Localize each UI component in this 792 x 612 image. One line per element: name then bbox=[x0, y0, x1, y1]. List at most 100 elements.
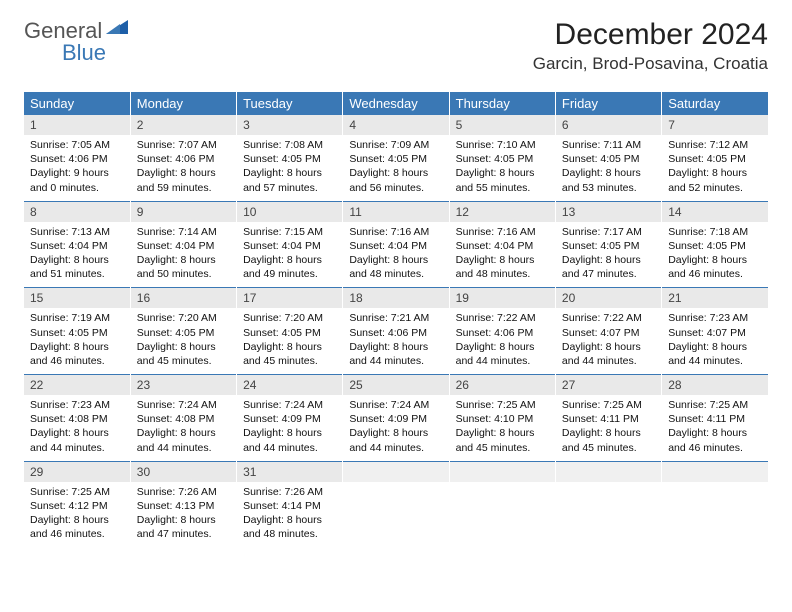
daylight-1: Daylight: 8 hours bbox=[562, 166, 655, 180]
day-details bbox=[343, 482, 449, 548]
sunrise: Sunrise: 7:17 AM bbox=[562, 225, 655, 239]
sunrise: Sunrise: 7:10 AM bbox=[456, 138, 549, 152]
sunset: Sunset: 4:08 PM bbox=[137, 412, 230, 426]
daylight-2: and 51 minutes. bbox=[30, 267, 124, 281]
sunset: Sunset: 4:05 PM bbox=[562, 239, 655, 253]
sunrise: Sunrise: 7:08 AM bbox=[243, 138, 336, 152]
daylight-1: Daylight: 8 hours bbox=[137, 340, 230, 354]
sunset: Sunset: 4:04 PM bbox=[243, 239, 336, 253]
daylight-2: and 48 minutes. bbox=[243, 527, 336, 541]
daylight-1: Daylight: 8 hours bbox=[137, 253, 230, 267]
daylight-2: and 59 minutes. bbox=[137, 181, 230, 195]
daylight-1: Daylight: 8 hours bbox=[562, 253, 655, 267]
day-details: Sunrise: 7:25 AMSunset: 4:11 PMDaylight:… bbox=[555, 395, 661, 461]
sunrise: Sunrise: 7:23 AM bbox=[668, 311, 762, 325]
sunset: Sunset: 4:05 PM bbox=[30, 326, 124, 340]
day-number: 20 bbox=[555, 288, 661, 309]
dow-header: Friday bbox=[555, 92, 661, 115]
sunset: Sunset: 4:05 PM bbox=[668, 239, 762, 253]
day-details: Sunrise: 7:24 AMSunset: 4:09 PMDaylight:… bbox=[237, 395, 343, 461]
sunset: Sunset: 4:04 PM bbox=[30, 239, 124, 253]
day-number: 10 bbox=[237, 201, 343, 222]
sunset: Sunset: 4:04 PM bbox=[456, 239, 549, 253]
day-number: 24 bbox=[237, 375, 343, 396]
day-number: 31 bbox=[237, 461, 343, 482]
dow-row: SundayMondayTuesdayWednesdayThursdayFrid… bbox=[24, 92, 768, 115]
daylight-2: and 46 minutes. bbox=[668, 441, 762, 455]
day-details: Sunrise: 7:16 AMSunset: 4:04 PMDaylight:… bbox=[343, 222, 449, 288]
detail-row: Sunrise: 7:23 AMSunset: 4:08 PMDaylight:… bbox=[24, 395, 768, 461]
day-number: 22 bbox=[24, 375, 130, 396]
sunset: Sunset: 4:04 PM bbox=[349, 239, 442, 253]
day-number: 29 bbox=[24, 461, 130, 482]
daylight-2: and 55 minutes. bbox=[456, 181, 549, 195]
daylight-1: Daylight: 8 hours bbox=[668, 166, 762, 180]
daylight-1: Daylight: 8 hours bbox=[456, 340, 549, 354]
daylight-2: and 57 minutes. bbox=[243, 181, 336, 195]
day-details: Sunrise: 7:26 AMSunset: 4:14 PMDaylight:… bbox=[237, 482, 343, 548]
daylight-2: and 45 minutes. bbox=[243, 354, 336, 368]
daylight-1: Daylight: 8 hours bbox=[30, 426, 124, 440]
day-number: 25 bbox=[343, 375, 449, 396]
day-details bbox=[662, 482, 768, 548]
day-number: 1 bbox=[24, 115, 130, 135]
day-details: Sunrise: 7:17 AMSunset: 4:05 PMDaylight:… bbox=[555, 222, 661, 288]
daylight-2: and 46 minutes. bbox=[668, 267, 762, 281]
day-details: Sunrise: 7:12 AMSunset: 4:05 PMDaylight:… bbox=[662, 135, 768, 201]
sunrise: Sunrise: 7:12 AM bbox=[668, 138, 762, 152]
daynum-row: 15161718192021 bbox=[24, 288, 768, 309]
day-number: 15 bbox=[24, 288, 130, 309]
detail-row: Sunrise: 7:25 AMSunset: 4:12 PMDaylight:… bbox=[24, 482, 768, 548]
location: Garcin, Brod-Posavina, Croatia bbox=[533, 54, 768, 74]
day-details: Sunrise: 7:10 AMSunset: 4:05 PMDaylight:… bbox=[449, 135, 555, 201]
sunset: Sunset: 4:09 PM bbox=[243, 412, 336, 426]
sunrise: Sunrise: 7:05 AM bbox=[30, 138, 124, 152]
daynum-row: 22232425262728 bbox=[24, 375, 768, 396]
sunrise: Sunrise: 7:20 AM bbox=[243, 311, 336, 325]
daylight-2: and 44 minutes. bbox=[137, 441, 230, 455]
sunset: Sunset: 4:14 PM bbox=[243, 499, 336, 513]
sunrise: Sunrise: 7:26 AM bbox=[243, 485, 336, 499]
daylight-2: and 50 minutes. bbox=[137, 267, 230, 281]
daylight-1: Daylight: 8 hours bbox=[137, 166, 230, 180]
daynum-row: 293031 bbox=[24, 461, 768, 482]
day-details: Sunrise: 7:16 AMSunset: 4:04 PMDaylight:… bbox=[449, 222, 555, 288]
day-details: Sunrise: 7:20 AMSunset: 4:05 PMDaylight:… bbox=[130, 308, 236, 374]
daylight-1: Daylight: 8 hours bbox=[349, 426, 442, 440]
sunset: Sunset: 4:05 PM bbox=[456, 152, 549, 166]
day-number: 27 bbox=[555, 375, 661, 396]
day-details: Sunrise: 7:23 AMSunset: 4:07 PMDaylight:… bbox=[662, 308, 768, 374]
logo-text-blue: Blue bbox=[62, 40, 128, 66]
daylight-1: Daylight: 8 hours bbox=[243, 340, 336, 354]
sunrise: Sunrise: 7:18 AM bbox=[668, 225, 762, 239]
daylight-1: Daylight: 8 hours bbox=[456, 253, 549, 267]
daylight-1: Daylight: 9 hours bbox=[30, 166, 124, 180]
day-number: 28 bbox=[662, 375, 768, 396]
day-number bbox=[343, 461, 449, 482]
sunrise: Sunrise: 7:11 AM bbox=[562, 138, 655, 152]
day-number: 2 bbox=[130, 115, 236, 135]
detail-row: Sunrise: 7:19 AMSunset: 4:05 PM Daylight:… bbox=[24, 308, 768, 374]
daylight-1: Daylight: 8 hours bbox=[668, 253, 762, 267]
day-number: 17 bbox=[237, 288, 343, 309]
sunset: Sunset: 4:06 PM bbox=[137, 152, 230, 166]
day-details bbox=[449, 482, 555, 548]
sunrise: Sunrise: 7:19 AM bbox=[30, 311, 124, 325]
day-details: Sunrise: 7:24 AMSunset: 4:08 PMDaylight:… bbox=[130, 395, 236, 461]
day-details bbox=[555, 482, 661, 548]
daylight-1: Daylight: 8 hours bbox=[349, 340, 442, 354]
sunset: Sunset: 4:07 PM bbox=[562, 326, 655, 340]
sunrise: Sunrise: 7:24 AM bbox=[243, 398, 336, 412]
daylight-1: Daylight: 8 hours bbox=[562, 426, 655, 440]
sunset: Sunset: 4:09 PM bbox=[349, 412, 442, 426]
daylight-1: Daylight: 8 hours bbox=[30, 513, 124, 527]
day-details: Sunrise: 7:14 AMSunset: 4:04 PMDaylight:… bbox=[130, 222, 236, 288]
day-number: 23 bbox=[130, 375, 236, 396]
sunset: Sunset: 4:06 PM bbox=[349, 326, 442, 340]
header: General Blue December 2024 Garcin, Brod-… bbox=[24, 18, 768, 74]
calendar-body: 1234567Sunrise: 7:05 AMSunset: 4:06 PMDa… bbox=[24, 115, 768, 547]
sunset: Sunset: 4:04 PM bbox=[137, 239, 230, 253]
day-number: 8 bbox=[24, 201, 130, 222]
day-details: Sunrise: 7:26 AMSunset: 4:13 PMDaylight:… bbox=[130, 482, 236, 548]
sunset: Sunset: 4:11 PM bbox=[668, 412, 762, 426]
